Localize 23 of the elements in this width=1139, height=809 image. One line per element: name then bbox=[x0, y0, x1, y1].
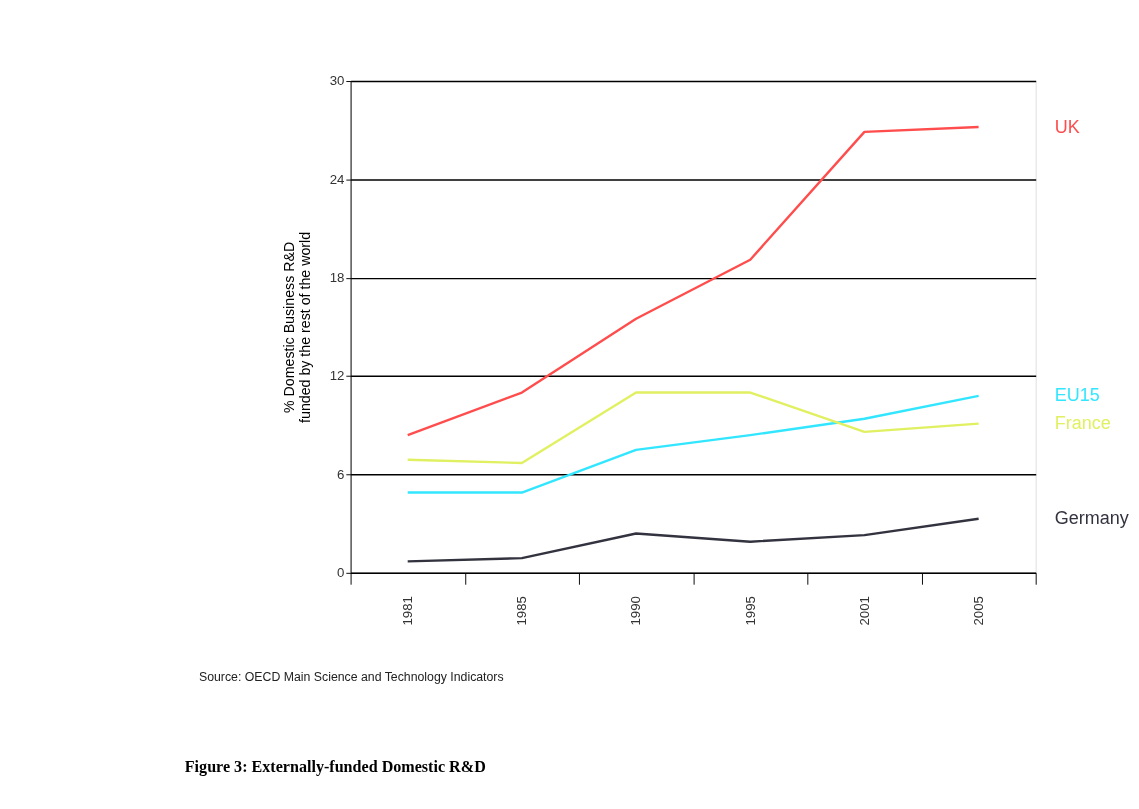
x-tick-label: 1981 bbox=[399, 596, 415, 626]
text: France bbox=[1054, 413, 1111, 434]
y-tick-label: 6 bbox=[337, 466, 345, 482]
x-tick-label: 2005 bbox=[970, 596, 986, 626]
x-tick-label: 1995 bbox=[742, 596, 758, 626]
line-series bbox=[406, 517, 980, 563]
source-note: Source: OECD Main Science and Technology Indicators bbox=[198, 669, 504, 684]
text: UK bbox=[1054, 116, 1080, 137]
y-axis-title: % Domestic Business R&D funded by the rest of the world bbox=[280, 231, 313, 423]
x-tick-label: 1985 bbox=[514, 596, 530, 626]
y-tick-label: 18 bbox=[329, 270, 345, 286]
line-series bbox=[406, 125, 980, 437]
y-tick-label: 12 bbox=[329, 368, 345, 384]
y-tick-label: 0 bbox=[337, 565, 345, 581]
text: Figure 3: Externally-funded Domestic R&D bbox=[184, 757, 486, 776]
text: Germany bbox=[1054, 508, 1129, 529]
line-series bbox=[406, 391, 980, 465]
text: EU15 bbox=[1054, 385, 1100, 406]
y-tick-label: 30 bbox=[329, 73, 345, 89]
x-tick-label: 1990 bbox=[628, 596, 644, 626]
y-tick-label: 24 bbox=[329, 171, 345, 187]
line-series bbox=[406, 394, 980, 494]
x-tick-label: 2001 bbox=[856, 596, 872, 626]
